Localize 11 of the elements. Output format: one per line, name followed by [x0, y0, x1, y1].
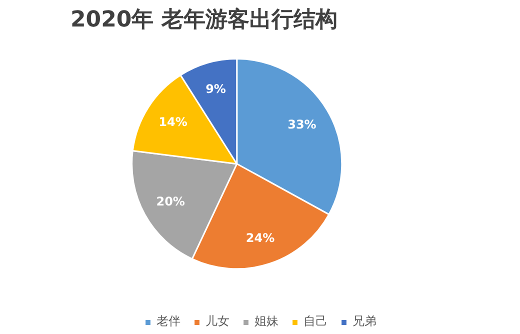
- legend-label: 老伴: [156, 313, 180, 330]
- data-label: 20%: [156, 194, 185, 208]
- data-label: 14%: [158, 115, 188, 130]
- legend-label: 儿女: [206, 313, 230, 330]
- data-label: 9%: [206, 82, 226, 96]
- chart-title: 2020年 老年游客出行结构: [70, 6, 338, 32]
- legend-label: 兄弟: [352, 313, 376, 330]
- data-label: 24%: [246, 230, 275, 245]
- legend-label: 自己: [304, 313, 328, 330]
- legend-label: 姐妹: [254, 313, 278, 330]
- data-label: 33%: [288, 117, 316, 132]
